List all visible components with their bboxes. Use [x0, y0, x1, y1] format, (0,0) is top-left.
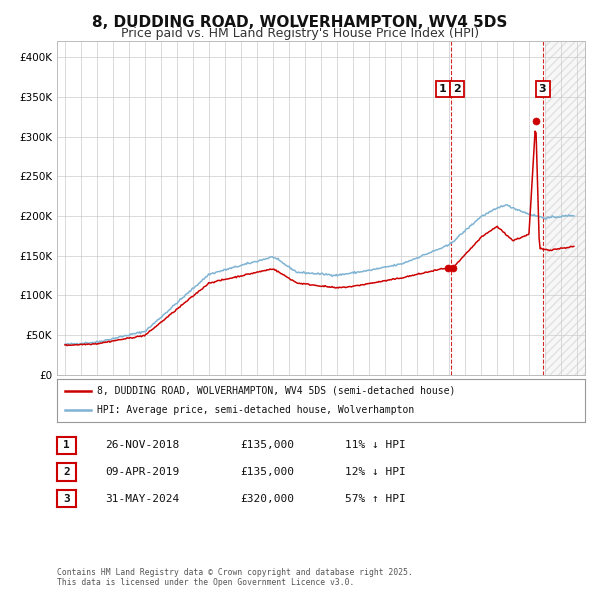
- Text: 12% ↓ HPI: 12% ↓ HPI: [345, 467, 406, 477]
- Text: £320,000: £320,000: [240, 494, 294, 503]
- Text: HPI: Average price, semi-detached house, Wolverhampton: HPI: Average price, semi-detached house,…: [97, 405, 414, 415]
- Text: 8, DUDDING ROAD, WOLVERHAMPTON, WV4 5DS (semi-detached house): 8, DUDDING ROAD, WOLVERHAMPTON, WV4 5DS …: [97, 386, 455, 396]
- Text: 09-APR-2019: 09-APR-2019: [105, 467, 179, 477]
- Text: Contains HM Land Registry data © Crown copyright and database right 2025.
This d: Contains HM Land Registry data © Crown c…: [57, 568, 413, 587]
- Text: Price paid vs. HM Land Registry's House Price Index (HPI): Price paid vs. HM Land Registry's House …: [121, 27, 479, 40]
- Text: 57% ↑ HPI: 57% ↑ HPI: [345, 494, 406, 503]
- Text: 2: 2: [453, 84, 461, 94]
- Text: £135,000: £135,000: [240, 441, 294, 450]
- Text: 3: 3: [539, 84, 547, 94]
- Text: 3: 3: [63, 494, 70, 503]
- Text: 1: 1: [439, 84, 446, 94]
- Text: 26-NOV-2018: 26-NOV-2018: [105, 441, 179, 450]
- Text: 8, DUDDING ROAD, WOLVERHAMPTON, WV4 5DS: 8, DUDDING ROAD, WOLVERHAMPTON, WV4 5DS: [92, 15, 508, 30]
- Text: 11% ↓ HPI: 11% ↓ HPI: [345, 441, 406, 450]
- Text: 1: 1: [63, 441, 70, 450]
- Text: 31-MAY-2024: 31-MAY-2024: [105, 494, 179, 503]
- Text: 2: 2: [63, 467, 70, 477]
- Text: £135,000: £135,000: [240, 467, 294, 477]
